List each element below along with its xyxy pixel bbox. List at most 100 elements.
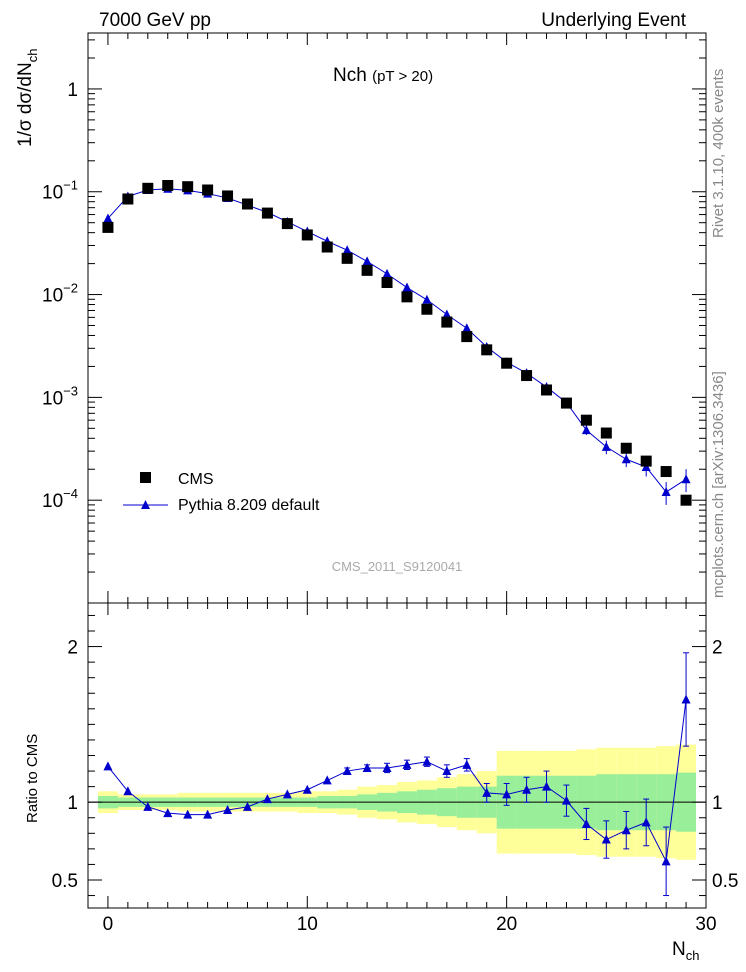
main-ytick-label: 1 [67,80,78,101]
mc-point [442,309,452,319]
main-ytick-label: 10−1 [42,178,78,204]
data-point [501,357,513,369]
data-point [281,218,293,230]
data-point [541,384,553,396]
ratio-point [203,809,213,819]
ratio-point [482,787,492,797]
mc-point [103,213,113,223]
ratio-point [382,762,392,772]
main-plot-ytick-labels: 10−4 10−3 10−2 10−1 1 [42,80,78,512]
watermark-label: CMS_2011_S9120041 [332,559,463,574]
ratio-point [542,781,552,791]
ratio-point [641,817,651,827]
ratio-ylabel: Ratio to CMS [24,734,41,823]
data-point [401,291,413,303]
ratio-point [522,784,532,794]
ratio-point [143,801,153,811]
data-point [222,190,234,202]
ratio-point [302,784,312,794]
ratio-xtick-label: 10 [297,914,318,935]
mc-series-line [107,188,687,493]
ratio-plot-panel: 0.5 0.51 12 20 10 20 30 Ratio to CMS Nch [24,602,738,963]
ratio-point [422,756,432,766]
data-point [521,370,533,382]
data-point [640,455,652,467]
ratio-point [581,818,591,828]
data-point [301,229,313,241]
ratio-point [621,825,631,835]
ratio-point [342,766,352,776]
ratio-xtick-label: 20 [496,914,517,935]
data-point [202,184,214,196]
data-point [580,414,592,426]
ratio-point [502,789,512,799]
rivet-label: Rivet 3.1.10, 400k events [710,69,727,238]
ratio-ytick-label-right: 0.5 [712,871,738,892]
data-point [162,180,174,192]
main-plot-panel: 10−4 10−3 10−2 10−1 1 Nch (pT > 20) 1/σ dσ/d… [15,32,707,604]
ratio-point [223,804,233,814]
legend-label-cms: CMS [178,471,214,488]
data-point [421,303,433,315]
ratio-xtick-label: 0 [103,914,114,935]
main-ytick-label: 10−3 [42,383,78,409]
data-point [441,316,453,328]
ratio-xlabel-sub: ch [686,948,700,963]
data-point [182,181,194,193]
mc-point [601,441,611,451]
data-point [660,466,672,478]
uncertainty-bands [88,744,706,860]
legend-marker-cms [140,472,151,483]
mc-point [661,487,671,497]
plot-title: Nch (pT > 20) [333,65,433,86]
data-point [381,277,393,289]
legend-marker-pythia [141,500,150,509]
ratio-point [402,759,412,769]
main-ylabel-sub: ch [25,49,40,63]
main-ylabel: 1/σ dσ/dNch [15,49,40,147]
data-point [241,198,253,210]
ratio-point [362,762,372,772]
mcplots-label: mcplots.cern.ch [arXiv:1306.3436] [710,371,727,598]
data-point [261,207,273,219]
data-point [102,221,114,233]
data-point [560,397,572,409]
main-ytick-label: 10−2 [42,281,78,307]
ratio-point [183,809,193,819]
ratio-point [561,795,571,805]
data-point [461,331,473,343]
ratio-ytick-label-right: 1 [712,793,723,814]
data-point [600,427,612,439]
ratio-point [462,759,472,769]
mc-point [362,256,372,266]
mc-point [581,425,591,435]
plot-subtitle: (pT > 20) [372,68,433,85]
ratio-xtick-label: 30 [695,914,716,935]
ratio-point [681,694,691,704]
ratio-point [242,801,252,811]
main-plot-area [87,32,707,604]
mc-point [402,282,412,292]
ratio-point [163,808,173,818]
ratio-ytick-label-left: 0.5 [52,871,78,892]
data-point [481,344,493,356]
ratio-point [601,834,611,844]
ratio-series-layer [103,652,691,897]
ratio-point [262,794,272,804]
ratio-point [442,766,452,776]
data-point [122,193,134,205]
ratio-ytick-label-left: 1 [67,793,78,814]
ratio-xlabel: Nch [672,939,699,963]
ratio-point [322,775,332,785]
mc-point [621,454,631,464]
data-point [321,241,333,253]
legend-label-pythia: Pythia 8.209 default [178,497,320,514]
data-point [620,442,632,454]
mc-point [462,323,472,333]
mc-point [681,474,691,484]
header-left: 7000 GeV pp [99,10,211,31]
data-point [680,494,692,506]
ratio-ytick-label-left: 2 [67,638,78,659]
main-ytick-label: 10−4 [42,486,78,512]
